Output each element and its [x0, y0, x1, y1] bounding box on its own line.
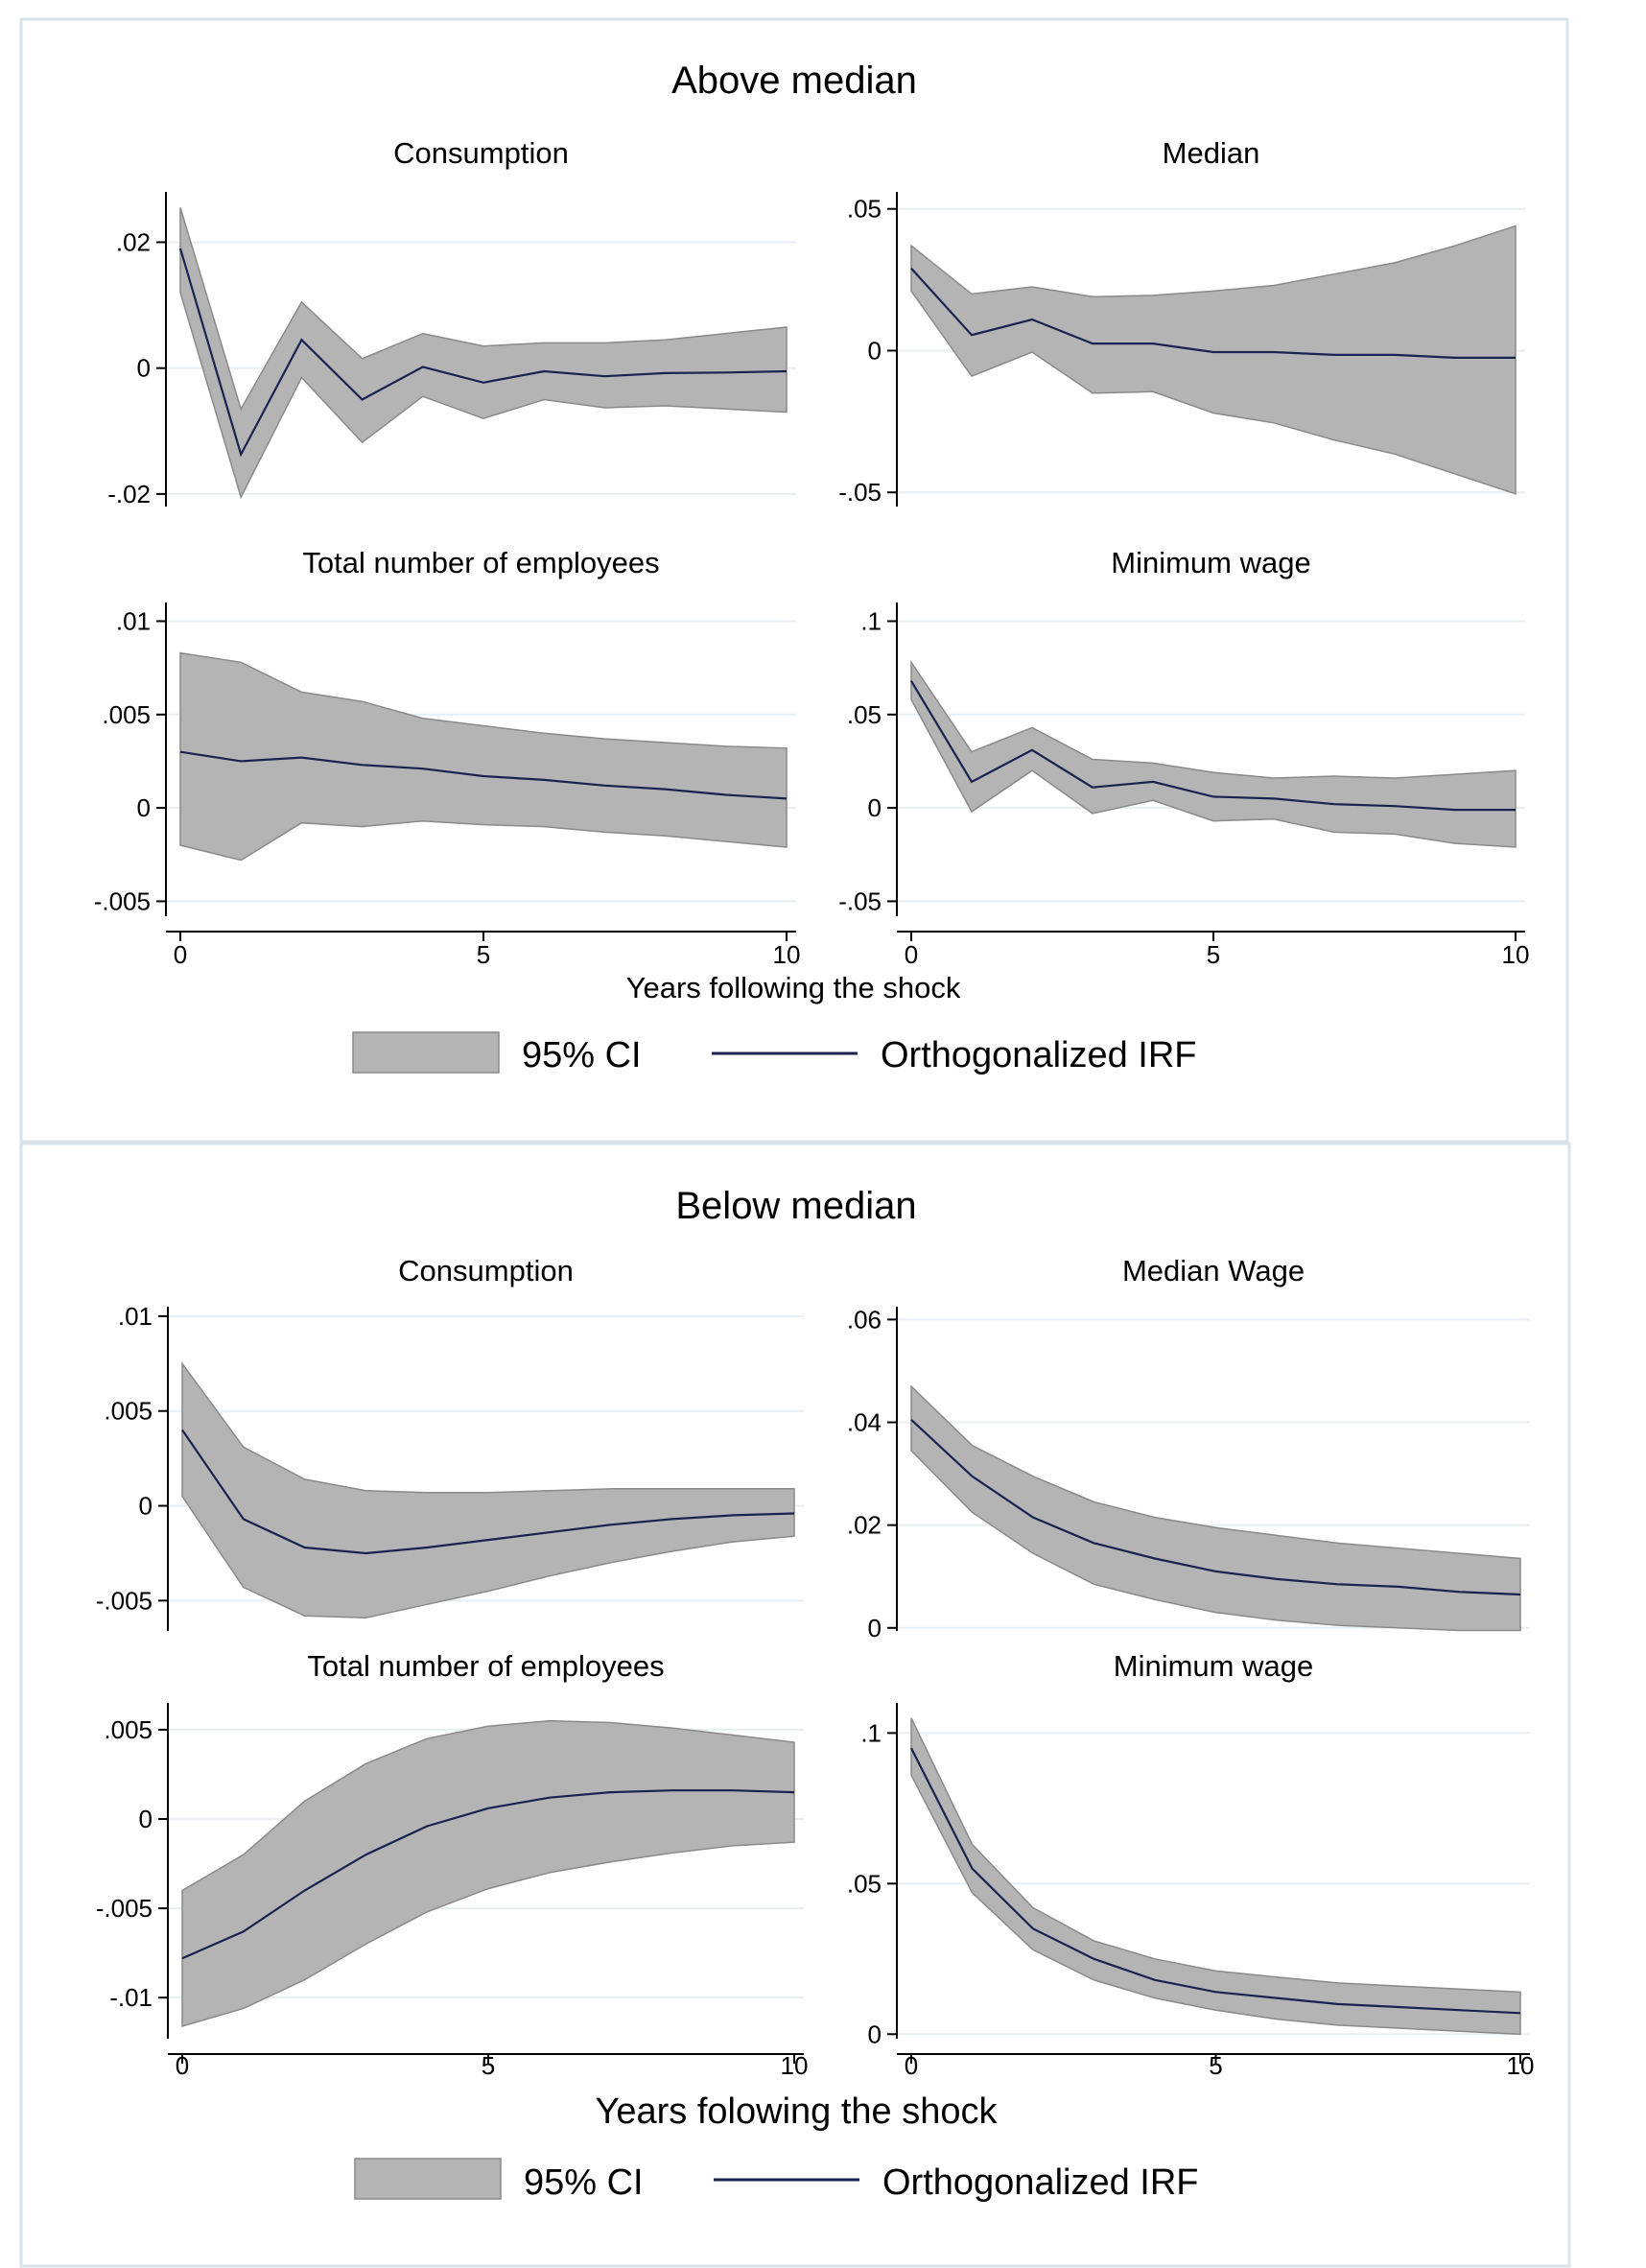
subplot-title: Total number of employees	[302, 546, 659, 579]
x-tick-label: 5	[1209, 2051, 1222, 2080]
below-median-xlabel: Years folowing the shock	[596, 2091, 999, 2132]
y-tick-label: .01	[118, 1302, 153, 1331]
x-tick-label: 10	[1502, 940, 1530, 969]
x-tick-label: 10	[781, 2051, 809, 2080]
y-tick-label: -.005	[96, 1586, 153, 1615]
subplot-title: Minimum wage	[1111, 546, 1310, 579]
ci-band	[910, 659, 1517, 848]
y-tick-label: -.05	[838, 886, 882, 915]
y-tick-label: .01	[116, 606, 151, 635]
legend-ci-label: 95% CI	[524, 2162, 644, 2203]
y-tick-label: .005	[102, 700, 151, 729]
y-tick-label: .05	[847, 195, 882, 224]
subplot-title: Median	[1163, 136, 1260, 170]
y-tick-label: -.01	[109, 1983, 153, 2012]
x-tick-label: 5	[477, 940, 490, 969]
irf-line	[181, 1429, 795, 1555]
y-tick-label: 0	[868, 793, 882, 822]
irf-line	[181, 1789, 795, 1960]
subplot-1-2: Total number of employees -.01 -.005 0 .005 0…	[96, 1649, 809, 2080]
x-tick-label: 0	[905, 940, 918, 969]
irf-line	[178, 248, 788, 458]
legend-ci-swatch	[354, 2158, 502, 2200]
y-tick-label: -.005	[94, 886, 151, 915]
x-tick-label: 0	[174, 940, 187, 969]
y-tick-label: 0	[868, 1614, 882, 1642]
subplot-title: Total number of employees	[307, 1649, 664, 1683]
x-tick-label: 10	[1507, 2051, 1535, 2080]
y-tick-label: 0	[139, 1492, 153, 1521]
y-tick-label: 0	[868, 336, 882, 365]
y-tick-label: -.05	[838, 478, 882, 507]
below-median-panel-frame	[19, 1142, 1571, 2268]
y-tick-label: .04	[847, 1408, 882, 1437]
ci-band	[179, 207, 788, 500]
irf-line	[910, 680, 1516, 812]
subplot-title: Consumption	[398, 1254, 574, 1288]
ci-band	[910, 1717, 1521, 2036]
legend-ci-swatch	[352, 1031, 500, 1074]
subplot-1-0: Consumption -.005 0 .005 .01	[96, 1254, 804, 1631]
x-tick-label: 5	[482, 2051, 495, 2080]
above-median-panel-frame	[19, 17, 1569, 1144]
irf-line	[910, 1418, 1521, 1596]
below-median-title: Below median	[675, 1185, 916, 1227]
subplot-0-0: Consumption -.02 0 .02	[107, 136, 796, 508]
irf-line	[910, 268, 1516, 359]
y-tick-label: .02	[847, 1511, 882, 1540]
y-tick-label: -.005	[96, 1894, 153, 1923]
ci-band	[181, 1361, 795, 1618]
subplot-0-2: Total number of employees -.005 0 .005 .01 0 5…	[94, 546, 801, 969]
y-tick-label: .05	[847, 1869, 882, 1898]
above-median-title: Above median	[671, 59, 917, 102]
ci-band	[181, 1719, 795, 2027]
y-tick-label: .05	[847, 700, 882, 729]
subplot-title: Minimum wage	[1114, 1649, 1313, 1683]
x-tick-label: 0	[176, 2051, 189, 2080]
subplot-title: Median Wage	[1122, 1254, 1305, 1288]
y-tick-label: .005	[104, 1397, 153, 1426]
y-tick-label: .1	[860, 606, 882, 635]
legend-irf-label: Orthogonalized IRF	[881, 1035, 1197, 1075]
legend-ci-label: 95% CI	[522, 1035, 642, 1075]
y-tick-label: 0	[137, 354, 151, 383]
subplot-0-3: Minimum wage -.05 0 .05 .1 0 5 10	[838, 546, 1529, 969]
ci-band	[910, 1384, 1521, 1632]
irf-line	[910, 1747, 1521, 2015]
y-tick-label: .06	[847, 1305, 882, 1334]
x-tick-label: 10	[773, 940, 801, 969]
ci-band	[179, 651, 788, 862]
y-tick-label: .005	[104, 1715, 153, 1744]
subplot-1-3: Minimum wage 0 .05 .1 0 5 10	[847, 1649, 1535, 2080]
above-median-xlabel: Years following the shock	[626, 971, 961, 1004]
subplot-title: Consumption	[393, 136, 569, 170]
y-tick-label: 0	[139, 1805, 153, 1833]
subplot-1-1: Median Wage 0 .02 .04 .06	[847, 1254, 1530, 1642]
y-tick-label: 0	[137, 793, 151, 822]
legend-irf-label: Orthogonalized IRF	[882, 2162, 1199, 2203]
x-tick-label: 5	[1207, 940, 1220, 969]
ci-band	[910, 224, 1517, 495]
subplot-0-1: Median -.05 0 .05	[838, 136, 1525, 507]
y-tick-label: -.02	[107, 480, 151, 508]
y-tick-label: .1	[860, 1718, 882, 1747]
subplots-layer: Consumption -.02 0 .02 Median -.05 0 .05 Total n…	[94, 136, 1535, 2080]
x-tick-label: 0	[905, 2051, 918, 2080]
y-tick-label: 0	[868, 2020, 882, 2048]
y-tick-label: .02	[116, 227, 151, 256]
below-median-legend: 95% CI Orthogonalized IRF	[354, 2158, 1199, 2203]
above-median-legend: 95% CI Orthogonalized IRF	[352, 1031, 1197, 1075]
irf-line	[179, 750, 788, 800]
